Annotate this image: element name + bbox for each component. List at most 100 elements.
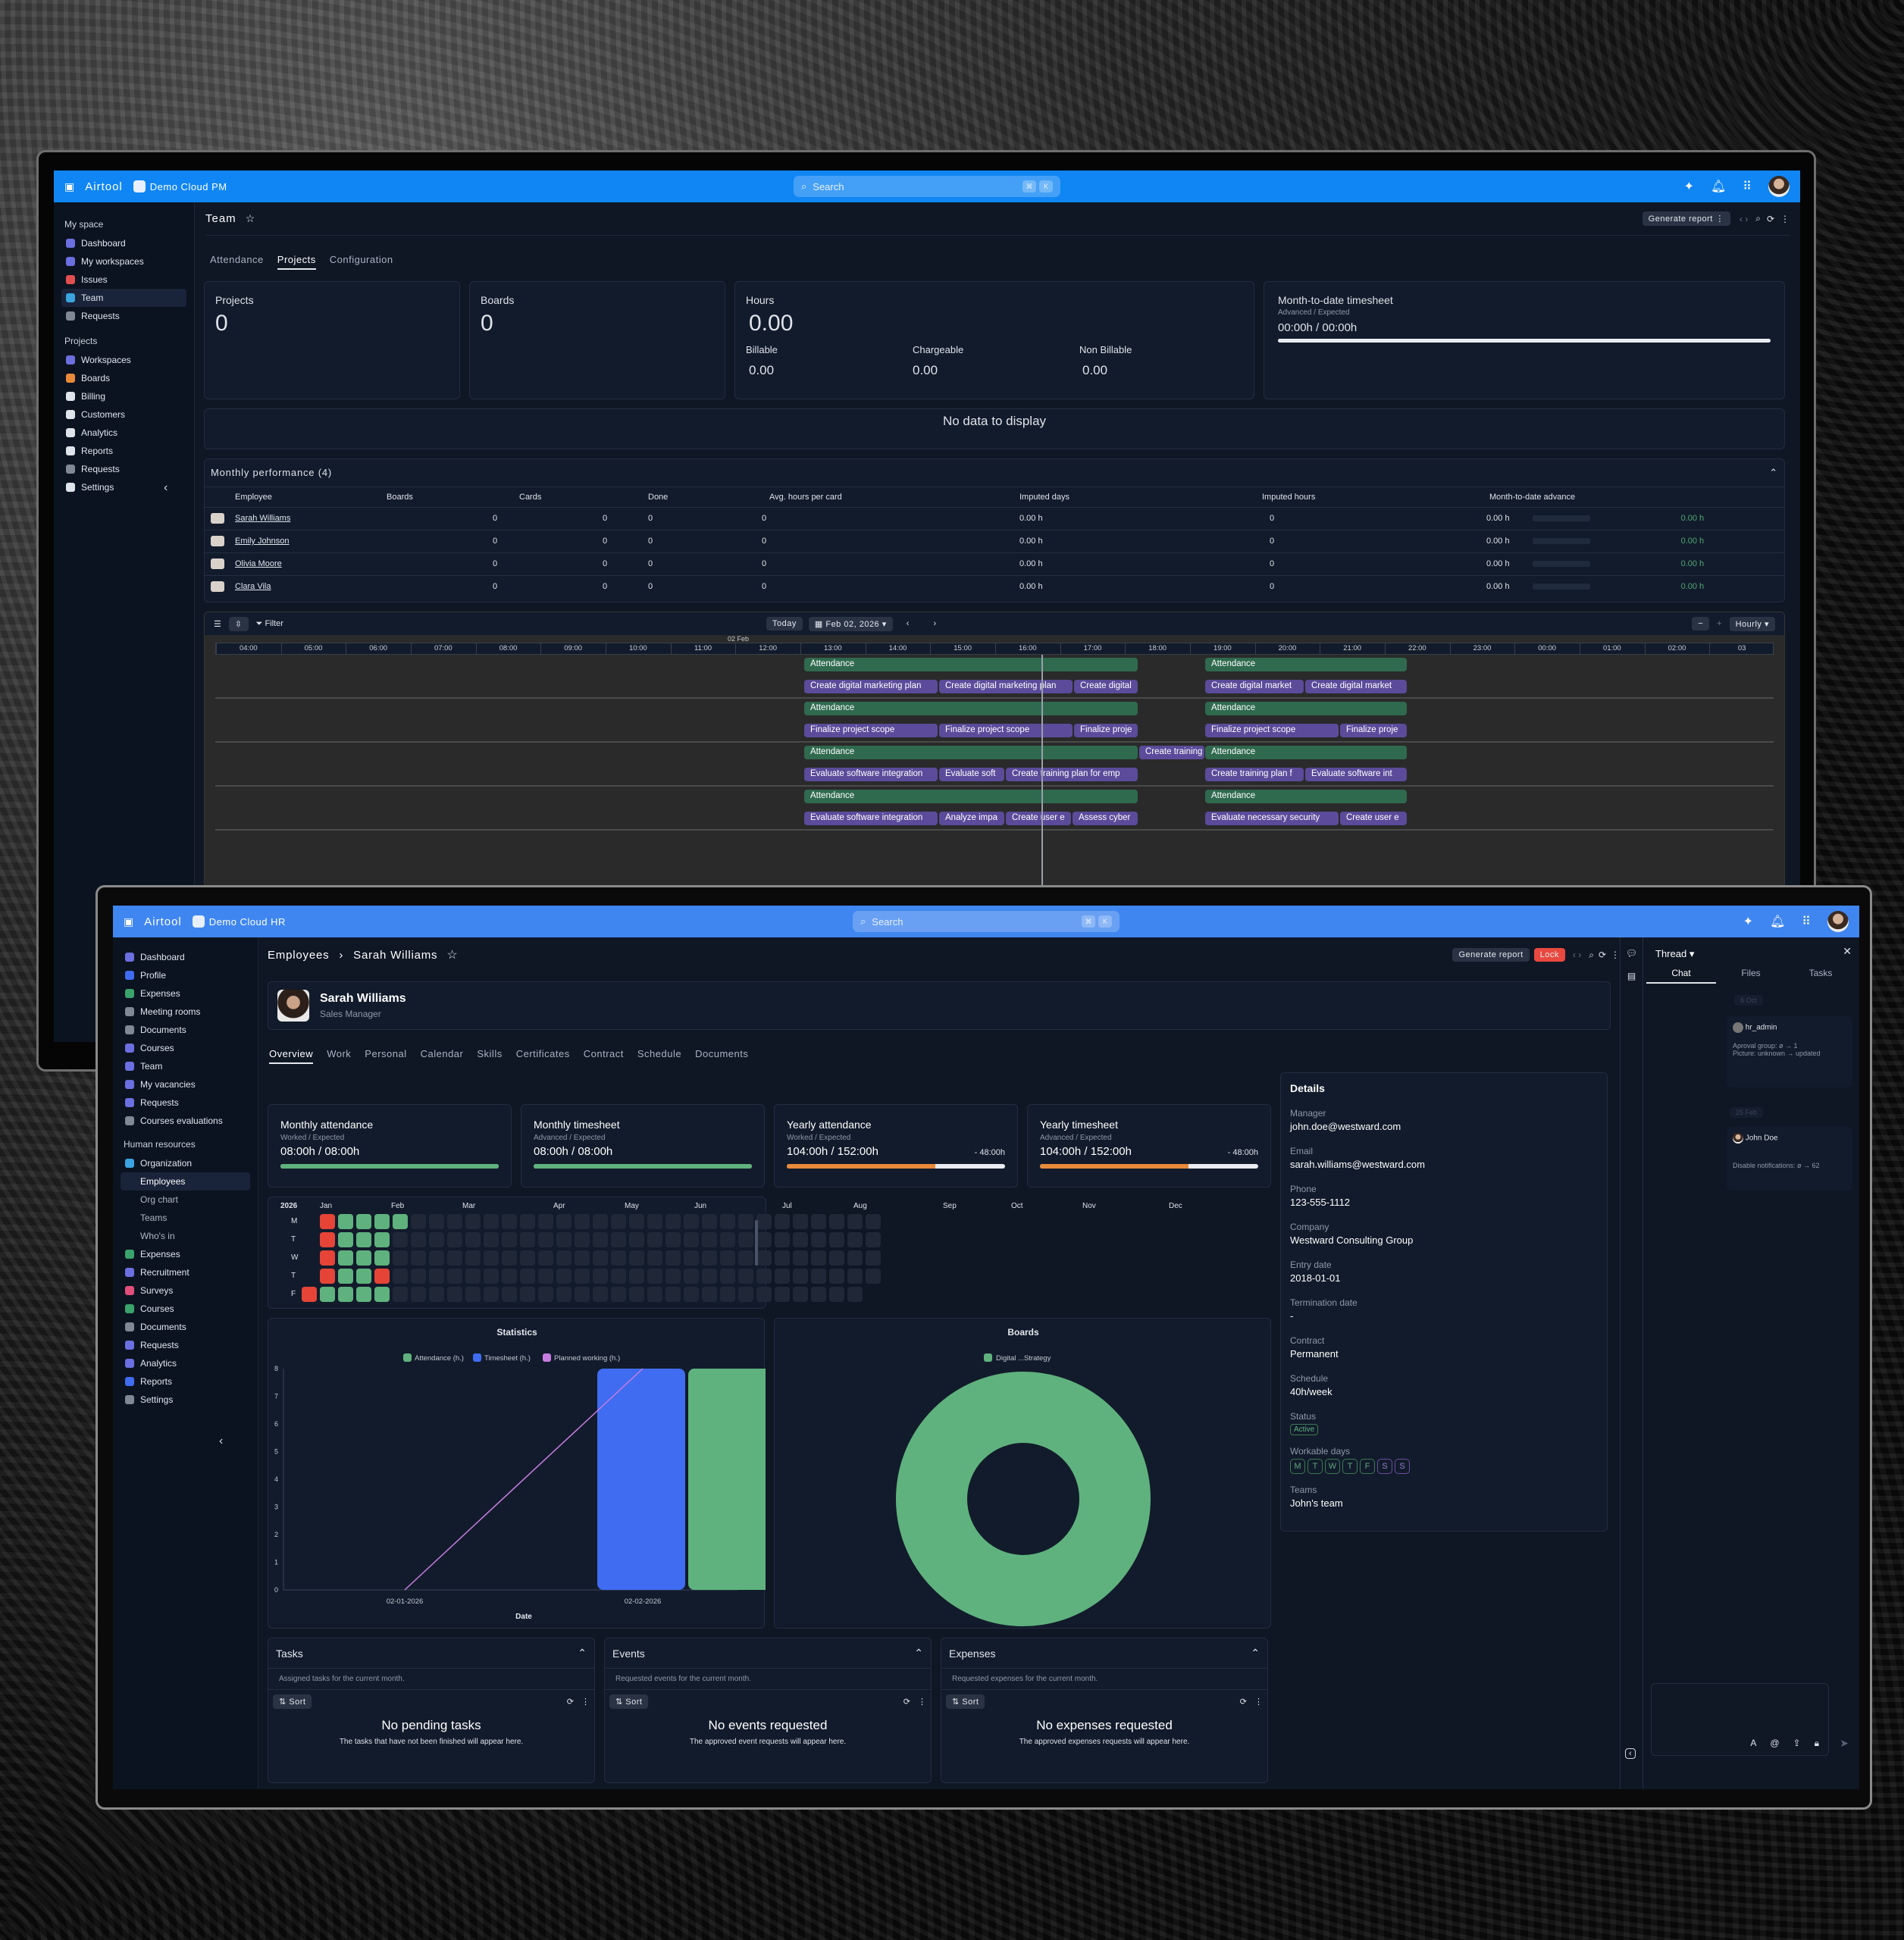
heatmap-cell[interactable] [793, 1287, 808, 1302]
heatmap-cell[interactable] [647, 1287, 662, 1302]
sort-button[interactable]: ⇅ Sort [946, 1694, 985, 1709]
task-bar[interactable]: Evaluate software integration [804, 812, 938, 825]
sidebar-item-workspaces[interactable]: Workspaces [61, 351, 186, 369]
donut-slice[interactable] [896, 1372, 1151, 1626]
sidebar-item-boards[interactable]: Boards [61, 369, 186, 387]
close-icon[interactable]: ✕ [1843, 945, 1852, 957]
heatmap-cell[interactable] [775, 1250, 790, 1266]
heatmap-cell[interactable] [429, 1269, 444, 1284]
heatmap-cell[interactable] [793, 1232, 808, 1247]
heatmap-cell[interactable] [575, 1250, 590, 1266]
sparkle-icon[interactable]: ✦ [1743, 915, 1753, 928]
sidebar-item-requests-2[interactable]: Requests [61, 460, 186, 478]
heatmap-cell[interactable] [811, 1269, 826, 1284]
refresh-icon[interactable]: ⟳ [903, 1698, 910, 1707]
favorite-star-icon[interactable]: ☆ [446, 949, 458, 962]
heatmap-cell[interactable] [665, 1232, 681, 1247]
employee-link[interactable]: Clara Vila [235, 582, 271, 592]
task-bar[interactable]: Finalize project scope [1205, 724, 1339, 737]
heatmap-cell[interactable] [338, 1269, 353, 1284]
send-icon[interactable]: ➤ [1840, 1737, 1849, 1749]
prev-icon[interactable]: ‹ [906, 619, 910, 628]
heatmap-cell[interactable] [465, 1269, 481, 1284]
heatmap-cell[interactable] [538, 1250, 553, 1266]
task-bar[interactable]: Evaluate soft [939, 768, 1004, 781]
tab-certificates[interactable]: Certificates [515, 1048, 570, 1059]
tab-work[interactable]: Work [327, 1048, 352, 1059]
heatmap-cell[interactable] [738, 1269, 753, 1284]
heatmap-cell[interactable] [393, 1250, 408, 1266]
sidebar-subitem-org-chart[interactable]: Org chart [140, 1194, 179, 1205]
user-avatar[interactable] [1827, 911, 1849, 932]
heatmap-cell[interactable] [447, 1214, 462, 1229]
heatmap-cell[interactable] [465, 1250, 481, 1266]
heatmap-cell[interactable] [538, 1287, 553, 1302]
sidebar-item-documents[interactable]: Documents [121, 1318, 250, 1336]
bell-icon[interactable]: 🔔︎ [1769, 915, 1786, 928]
heatmap-cell[interactable] [665, 1287, 681, 1302]
user-avatar[interactable] [1768, 176, 1790, 197]
heatmap-cell[interactable] [756, 1232, 772, 1247]
heatmap-cell[interactable] [429, 1250, 444, 1266]
heatmap-cell[interactable] [702, 1250, 717, 1266]
sidebar-item-team[interactable]: Team [121, 1057, 250, 1075]
employee-link[interactable]: Sarah Williams [235, 513, 291, 523]
collapse-icon[interactable]: ⌃ [1769, 467, 1778, 478]
heatmap-cell[interactable] [647, 1214, 662, 1229]
task-bar[interactable]: Evaluate necessary security [1205, 812, 1339, 825]
heatmap-cell[interactable] [320, 1250, 335, 1266]
task-bar[interactable]: Finalize proje [1340, 724, 1407, 737]
task-bar[interactable]: Create user e [1340, 812, 1407, 825]
heatmap-cell[interactable] [520, 1214, 535, 1229]
sidebar-item-billing[interactable]: Billing [61, 387, 186, 405]
heatmap-scrollbar[interactable] [755, 1220, 758, 1266]
zoom-out-button[interactable]: − [1692, 617, 1710, 630]
heatmap-cell[interactable] [756, 1269, 772, 1284]
tab-tasks[interactable]: Tasks [1808, 968, 1833, 978]
heatmap-cell[interactable] [484, 1287, 499, 1302]
heatmap-cell[interactable] [502, 1232, 517, 1247]
sidebar-item-customers[interactable]: Customers [61, 405, 186, 424]
heatmap-cell[interactable] [593, 1269, 608, 1284]
heatmap-cell[interactable] [702, 1214, 717, 1229]
refresh-icon[interactable]: ⟳ [1239, 1698, 1247, 1707]
attendance-bar[interactable]: Attendance [804, 746, 1138, 759]
tab-documents[interactable]: Documents [695, 1048, 749, 1059]
attendance-bar[interactable]: Attendance [1205, 746, 1407, 759]
task-bar[interactable]: Evaluate software int [1305, 768, 1407, 781]
heatmap-cell[interactable] [356, 1214, 371, 1229]
task-bar[interactable]: Create user e [1006, 812, 1071, 825]
sidebar-subitem-teams[interactable]: Teams [140, 1212, 168, 1223]
legend-label[interactable]: Attendance (h.) [415, 1354, 464, 1363]
legend-label[interactable]: Timesheet (h.) [484, 1354, 531, 1363]
heatmap-cell[interactable] [811, 1214, 826, 1229]
sidebar-item-my-workspaces[interactable]: My workspaces [61, 252, 186, 271]
heatmap-cell[interactable] [429, 1232, 444, 1247]
sidebar-toggle-icon[interactable]: ▣ [64, 180, 75, 192]
bar-timesheet[interactable] [597, 1369, 685, 1590]
heatmap-cell[interactable] [502, 1250, 517, 1266]
heatmap-cell[interactable] [720, 1250, 735, 1266]
workspace-selector[interactable]: Demo Cloud PM [133, 180, 227, 192]
heatmap-cell[interactable] [411, 1287, 426, 1302]
sidebar-toggle-icon[interactable]: ▣ [124, 915, 134, 928]
heatmap-cell[interactable] [829, 1250, 844, 1266]
heatmap-cell[interactable] [756, 1214, 772, 1229]
sidebar-item-analytics[interactable]: Analytics [61, 424, 186, 442]
date-picker[interactable]: ▦ Feb 02, 2026 ▾ [808, 616, 893, 631]
task-bar[interactable]: Evaluate software integration [804, 768, 938, 781]
heatmap-cell[interactable] [738, 1250, 753, 1266]
heatmap-cell[interactable] [338, 1287, 353, 1302]
heatmap-cell[interactable] [611, 1287, 626, 1302]
heatmap-cell[interactable] [320, 1214, 335, 1229]
tab-configuration[interactable]: Configuration [329, 254, 393, 265]
tab-chat[interactable]: Chat [1646, 968, 1716, 984]
heatmap-cell[interactable] [847, 1269, 863, 1284]
heatmap-cell[interactable] [811, 1232, 826, 1247]
heatmap-cell[interactable] [593, 1287, 608, 1302]
heatmap-cell[interactable] [465, 1214, 481, 1229]
heatmap-cell[interactable] [356, 1250, 371, 1266]
heatmap-cell[interactable] [738, 1214, 753, 1229]
heatmap-cell[interactable] [702, 1287, 717, 1302]
heatmap-cell[interactable] [484, 1250, 499, 1266]
